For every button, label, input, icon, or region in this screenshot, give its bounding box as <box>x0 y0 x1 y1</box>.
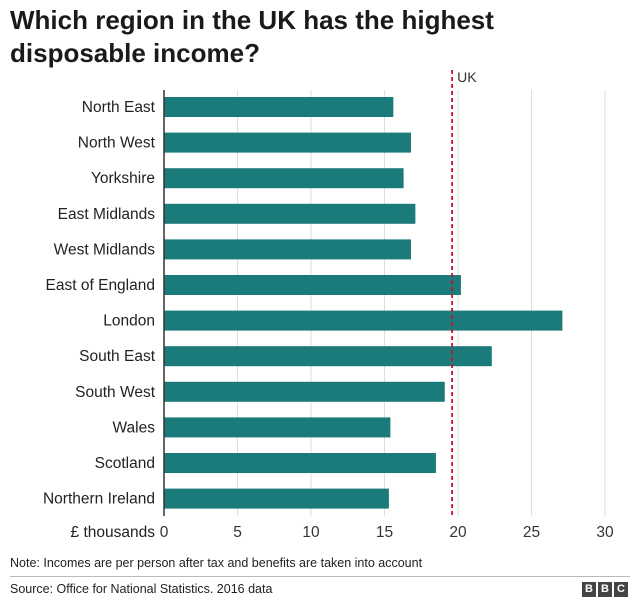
category-label: London <box>103 313 155 330</box>
bar <box>164 132 411 153</box>
x-axis-label: £ thousands <box>71 524 156 541</box>
bar <box>164 203 416 224</box>
bar-chart: North East North West Yorkshire East Midlan… <box>43 69 614 541</box>
bar <box>164 97 394 117</box>
x-tick-label: 15 <box>376 524 393 541</box>
reference-line-label: UK <box>457 69 477 85</box>
category-label: East of England <box>46 277 155 294</box>
category-label: East Midlands <box>58 206 156 223</box>
chart-note: Note: Incomes are per person after tax a… <box>10 556 423 570</box>
category-label: South East <box>79 348 156 365</box>
bar <box>164 310 563 331</box>
x-tick-label: 5 <box>233 524 242 541</box>
x-tick-label: 20 <box>449 524 467 541</box>
category-label: North West <box>78 135 156 152</box>
category-label: Northern Ireland <box>43 491 155 508</box>
x-tick-label: 25 <box>523 524 540 541</box>
bbc-logo-letter: C <box>614 582 628 597</box>
bar <box>164 453 436 473</box>
bar <box>164 168 404 189</box>
chart-title: Which region in the UK has the highest d… <box>10 5 494 68</box>
bbc-logo-letter: B <box>598 582 612 597</box>
category-label: Yorkshire <box>91 170 155 187</box>
category-label: North East <box>82 99 156 116</box>
footer-divider <box>10 576 630 577</box>
bbc-logo-letter: B <box>582 582 596 597</box>
x-tick-label: 0 <box>160 524 169 541</box>
category-label: West Midlands <box>54 241 156 258</box>
bar <box>164 381 445 402</box>
bar <box>164 346 492 367</box>
bar <box>164 239 411 260</box>
category-label: Scotland <box>95 455 155 472</box>
category-label: Wales <box>113 419 156 436</box>
bbc-logo: B B C <box>582 582 628 597</box>
category-label: South West <box>75 384 156 401</box>
source-text: Source: Office for National Statistics. … <box>10 582 273 596</box>
x-tick-label: 10 <box>302 524 320 541</box>
bar <box>164 488 389 509</box>
bar <box>164 275 461 295</box>
x-tick-label: 30 <box>596 524 614 541</box>
bar <box>164 417 391 438</box>
